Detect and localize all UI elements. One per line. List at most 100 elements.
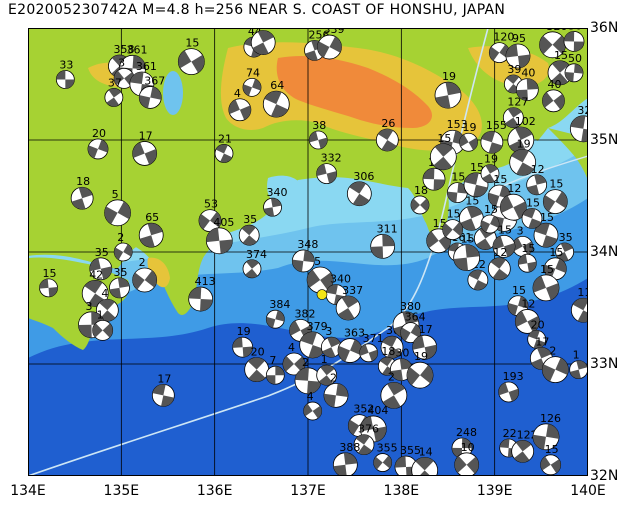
beachball-quadrant [289, 320, 301, 336]
epicenter-beachball: 20 [527, 318, 547, 349]
beachball-quadrant [533, 339, 546, 349]
depth-label: 2 [388, 370, 395, 383]
depth-label: 15 [540, 263, 554, 276]
beachball-quadrant [129, 72, 144, 84]
epicenter-beachball: 19 [434, 70, 462, 109]
depth-label: 371 [363, 332, 384, 345]
beachball-quadrant [252, 78, 261, 91]
epicenter-beachball: 15 [446, 171, 468, 204]
beachball-quadrant [98, 139, 108, 153]
beachball-quadrant [508, 303, 518, 316]
beachball-quadrant [220, 153, 233, 163]
longitude-tick-label: 137E [290, 483, 326, 499]
beachball-quadrant [333, 464, 347, 476]
epicenter-beachball: 17 [412, 323, 438, 360]
epicenter-beachball: 102 [507, 115, 536, 154]
beachball-quadrant [555, 357, 569, 375]
depth-label: 20 [251, 346, 265, 359]
depth-label: 15 [470, 161, 484, 174]
depth-label: 367 [144, 74, 165, 87]
epicenter-beachball: 337 [335, 284, 363, 321]
epicenter-beachball: 2 [294, 356, 322, 395]
depth-label: 20 [531, 318, 545, 331]
beachball-quadrant [493, 235, 504, 250]
beachball-quadrant [307, 380, 321, 394]
depth-label: 155 [486, 119, 507, 132]
depth-label: 4 [234, 87, 241, 100]
depth-label: 20 [92, 127, 106, 140]
beachball-quadrant [84, 280, 103, 294]
depth-label: 311 [377, 222, 398, 235]
depth-label: 74 [246, 66, 260, 79]
epicenter-beachball: 379 [299, 320, 328, 359]
beachball-quadrant [546, 283, 559, 300]
beachball-quadrant [400, 327, 411, 342]
beachball-quadrant [65, 79, 75, 89]
beachball-quadrant [445, 82, 461, 96]
depth-label: 2 [302, 356, 309, 369]
beachball-quadrant [424, 344, 437, 359]
epicenter-beachball: 2 [132, 256, 158, 293]
beachball-quadrant [492, 268, 509, 280]
beachball-quadrant [515, 310, 528, 327]
depth-label: 339 [323, 28, 344, 36]
highland-high [276, 56, 433, 128]
depth-label: 404 [367, 404, 388, 417]
beachball-quadrant [263, 207, 275, 217]
epicenter-beachball: 19 [459, 121, 478, 152]
beachball-quadrant [540, 456, 551, 471]
lake-biwa [163, 71, 183, 115]
beachball-quadrant [500, 195, 514, 213]
epicenter-beachball: 356 [250, 28, 278, 55]
beachball-quadrant [318, 375, 333, 386]
beachball-quadrant [308, 344, 325, 358]
beachball-quadrant [447, 191, 458, 203]
epicenter-beachball: 15 [177, 37, 205, 75]
beachball-quadrant [247, 357, 265, 370]
depth-label: 15 [540, 211, 554, 224]
epicenter-beachball: 40 [515, 67, 539, 101]
depth-label: 26 [381, 117, 395, 130]
beachball-quadrant [109, 287, 122, 298]
latitude-tick-label: 35N [590, 132, 619, 148]
beachball-quadrant [370, 246, 384, 259]
beachball-quadrant [442, 223, 453, 238]
epicenter-beachball: 367 [138, 74, 165, 109]
beachball-quadrant [515, 440, 532, 452]
epicenter-layer: 3335836133613736715443567446425633938261… [39, 28, 588, 476]
epicenter-beachball: 3 [320, 325, 342, 358]
beachball-quadrant [473, 280, 487, 291]
depth-label: 2 [549, 345, 556, 358]
beachball-quadrant [518, 54, 530, 68]
depth-label: 64 [270, 79, 284, 92]
longitude-tick-label: 140E [570, 483, 606, 499]
beachball-quadrant [462, 438, 472, 449]
beachball-quadrant [320, 365, 335, 376]
longitude-tick-label: 138E [383, 483, 420, 499]
beachball-quadrant [564, 31, 575, 42]
epicenter-beachball: 332 [316, 152, 342, 185]
beachball-quadrant [102, 323, 113, 338]
beachball-quadrant [527, 261, 537, 273]
depth-label: 12 [521, 297, 535, 310]
depth-label: 374 [246, 248, 267, 261]
epicenter-beachball: 15 [429, 132, 457, 171]
epicenter-beachball: 19 [406, 350, 434, 389]
epicenter-beachball: 376 [353, 423, 379, 456]
depth-label: 40 [547, 78, 561, 91]
beachball-quadrant [504, 243, 515, 257]
depth-label: 340 [267, 186, 288, 199]
beachball-quadrant [108, 88, 122, 98]
beachball-quadrant [534, 174, 547, 185]
beachball-quadrant [373, 426, 387, 442]
beachball-quadrant [382, 234, 395, 247]
epicenter-beachball: 384 [265, 298, 290, 329]
beachball-quadrant [241, 225, 256, 236]
beachball-quadrant [147, 223, 163, 236]
beachball-quadrant [490, 215, 499, 228]
beachball-quadrant [89, 258, 101, 272]
beachball-quadrant [350, 339, 362, 356]
depth-label: 12 [493, 246, 507, 259]
beachball-quadrant [573, 41, 584, 52]
beachball-quadrant [294, 356, 305, 373]
